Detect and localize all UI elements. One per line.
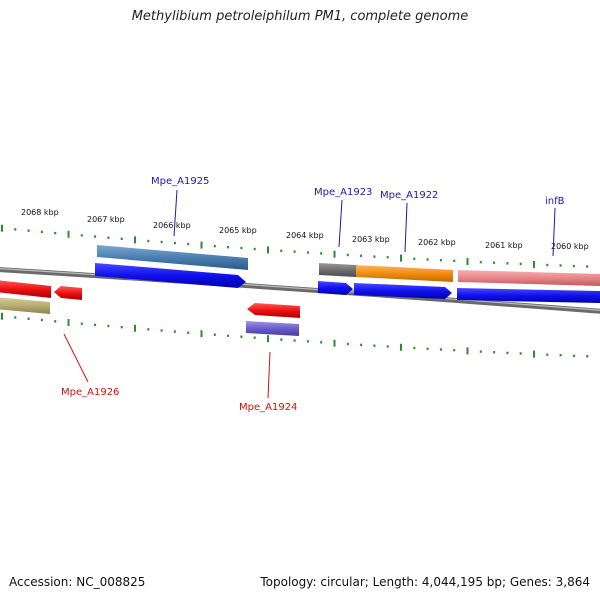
feature-box-mpe-a1922[interactable] [356, 265, 453, 282]
genome-title: Methylibium petroleiphilum PM1, complete… [131, 9, 469, 24]
gene-arrow-forward-mpe-a1922[interactable] [354, 283, 452, 299]
gene-arrow-reverse-mpe-a1926[interactable] [0, 280, 51, 298]
ruler-label: 2060 kbp [551, 242, 589, 251]
gene-label-infb[interactable]: infB [545, 196, 565, 207]
label-leader-mpe-a1923 [338, 199, 343, 248]
lower-tick-track [1, 312, 589, 358]
ruler-label: 2067 kbp [87, 215, 125, 224]
gene-arrow-forward-mpe-a1923[interactable] [318, 281, 353, 295]
ruler-label: 2068 kbp [21, 208, 59, 217]
label-leader-mpe-a1922 [404, 202, 408, 253]
topology-text: Topology: circular; Length: 4,044,195 bp… [260, 575, 590, 589]
label-leader-mpe-a1925 [173, 189, 178, 237]
feature-box-mpe-a1925[interactable] [97, 245, 248, 270]
chromosome-backbone [0, 267, 600, 314]
feature-box-mpe-a1926[interactable] [0, 297, 50, 314]
upper-tick-track [1, 224, 589, 268]
feature-box-mpe-a1924[interactable] [246, 321, 299, 336]
gene-label-mpe-a1926[interactable]: Mpe_A1926 [61, 387, 119, 398]
gene-label-mpe-a1925[interactable]: Mpe_A1925 [151, 176, 209, 187]
gene-arrow-forward-mpe-a1925[interactable] [95, 263, 246, 288]
label-leader-mpe-a1926 [63, 333, 89, 383]
ruler-label: 2063 kbp [352, 235, 390, 244]
feature-box-mpe-a1923[interactable] [319, 263, 356, 277]
gene-arrow-forward-infb[interactable] [457, 288, 600, 303]
ruler-label: 2062 kbp [418, 238, 456, 247]
ruler-label: 2065 kbp [219, 226, 257, 235]
ruler-label: 2061 kbp [485, 241, 523, 250]
gene-arrow-reverse-mpe-a1924[interactable] [247, 303, 300, 318]
gene-label-mpe-a1924[interactable]: Mpe_A1924 [239, 402, 297, 413]
chromosome-backbone-highlight [0, 268, 600, 311]
ruler-label: 2066 kbp [153, 221, 191, 230]
label-leader-infb [552, 207, 556, 257]
feature-box-infb[interactable] [458, 270, 600, 286]
gene-label-mpe-a1922[interactable]: Mpe_A1922 [380, 190, 438, 201]
gene-arrow-reverse-mpe-a1926b[interactable] [54, 286, 82, 300]
gene-label-mpe-a1923[interactable]: Mpe_A1923 [314, 187, 372, 198]
ruler-label: 2064 kbp [286, 231, 324, 240]
accession-text: Accession: NC_008825 [9, 575, 146, 589]
label-leader-mpe-a1924 [267, 351, 271, 399]
